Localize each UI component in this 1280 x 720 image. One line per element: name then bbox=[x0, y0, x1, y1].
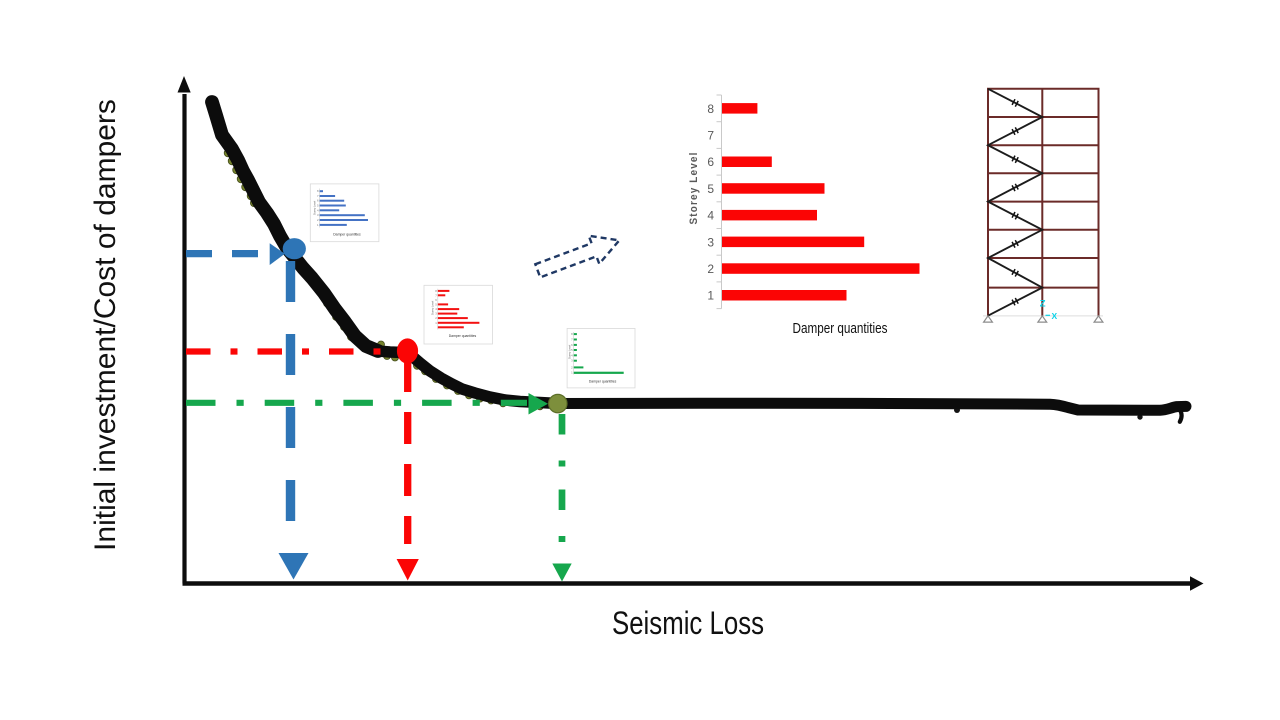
svg-text:Initial investment/Cost of dam: Initial investment/Cost of dampers bbox=[89, 99, 122, 551]
svg-text:1: 1 bbox=[435, 321, 437, 325]
svg-text:Z: Z bbox=[1040, 299, 1046, 310]
svg-text:1: 1 bbox=[317, 223, 319, 227]
svg-text:3: 3 bbox=[571, 359, 573, 363]
svg-text:Seismic Loss: Seismic Loss bbox=[612, 605, 764, 641]
svg-text:4: 4 bbox=[317, 208, 319, 212]
svg-text:Storey Level: Storey Level bbox=[431, 300, 435, 315]
svg-text:3: 3 bbox=[707, 235, 714, 249]
svg-text:3: 3 bbox=[435, 312, 437, 316]
svg-text:2: 2 bbox=[707, 262, 714, 276]
svg-text:8: 8 bbox=[435, 289, 437, 293]
svg-text:5: 5 bbox=[707, 182, 714, 196]
svg-text:8: 8 bbox=[317, 189, 319, 193]
svg-text:6: 6 bbox=[435, 298, 437, 302]
svg-text:5: 5 bbox=[317, 204, 319, 208]
svg-text:5: 5 bbox=[435, 302, 437, 306]
svg-text:7: 7 bbox=[707, 129, 714, 143]
svg-text:Damper quantities: Damper quantities bbox=[793, 320, 888, 337]
svg-text:4: 4 bbox=[707, 209, 714, 223]
svg-text:6: 6 bbox=[571, 343, 573, 347]
svg-text:Damper quantities: Damper quantities bbox=[589, 380, 617, 384]
svg-text:Damper quantities: Damper quantities bbox=[333, 233, 361, 237]
svg-text:6: 6 bbox=[317, 199, 319, 203]
svg-text:X: X bbox=[1052, 311, 1058, 321]
svg-text:3: 3 bbox=[317, 213, 319, 217]
svg-text:7: 7 bbox=[317, 194, 319, 198]
svg-text:7: 7 bbox=[571, 338, 573, 342]
svg-text:2: 2 bbox=[435, 316, 437, 320]
svg-text:1: 1 bbox=[571, 371, 573, 375]
svg-text:8: 8 bbox=[571, 332, 573, 336]
svg-text:2: 2 bbox=[571, 365, 573, 369]
svg-text:Storey Level: Storey Level bbox=[313, 200, 317, 215]
svg-text:Storey Level: Storey Level bbox=[688, 152, 700, 225]
svg-text:Storey Level: Storey Level bbox=[568, 344, 572, 359]
svg-text:6: 6 bbox=[707, 155, 714, 169]
svg-text:4: 4 bbox=[435, 307, 437, 311]
svg-text:5: 5 bbox=[571, 348, 573, 352]
svg-text:1: 1 bbox=[707, 289, 714, 303]
svg-text:8: 8 bbox=[707, 102, 714, 116]
svg-text:7: 7 bbox=[435, 293, 437, 297]
svg-text:4: 4 bbox=[571, 353, 573, 357]
svg-text:Damper quantities: Damper quantities bbox=[449, 334, 477, 338]
svg-text:2: 2 bbox=[317, 218, 319, 222]
